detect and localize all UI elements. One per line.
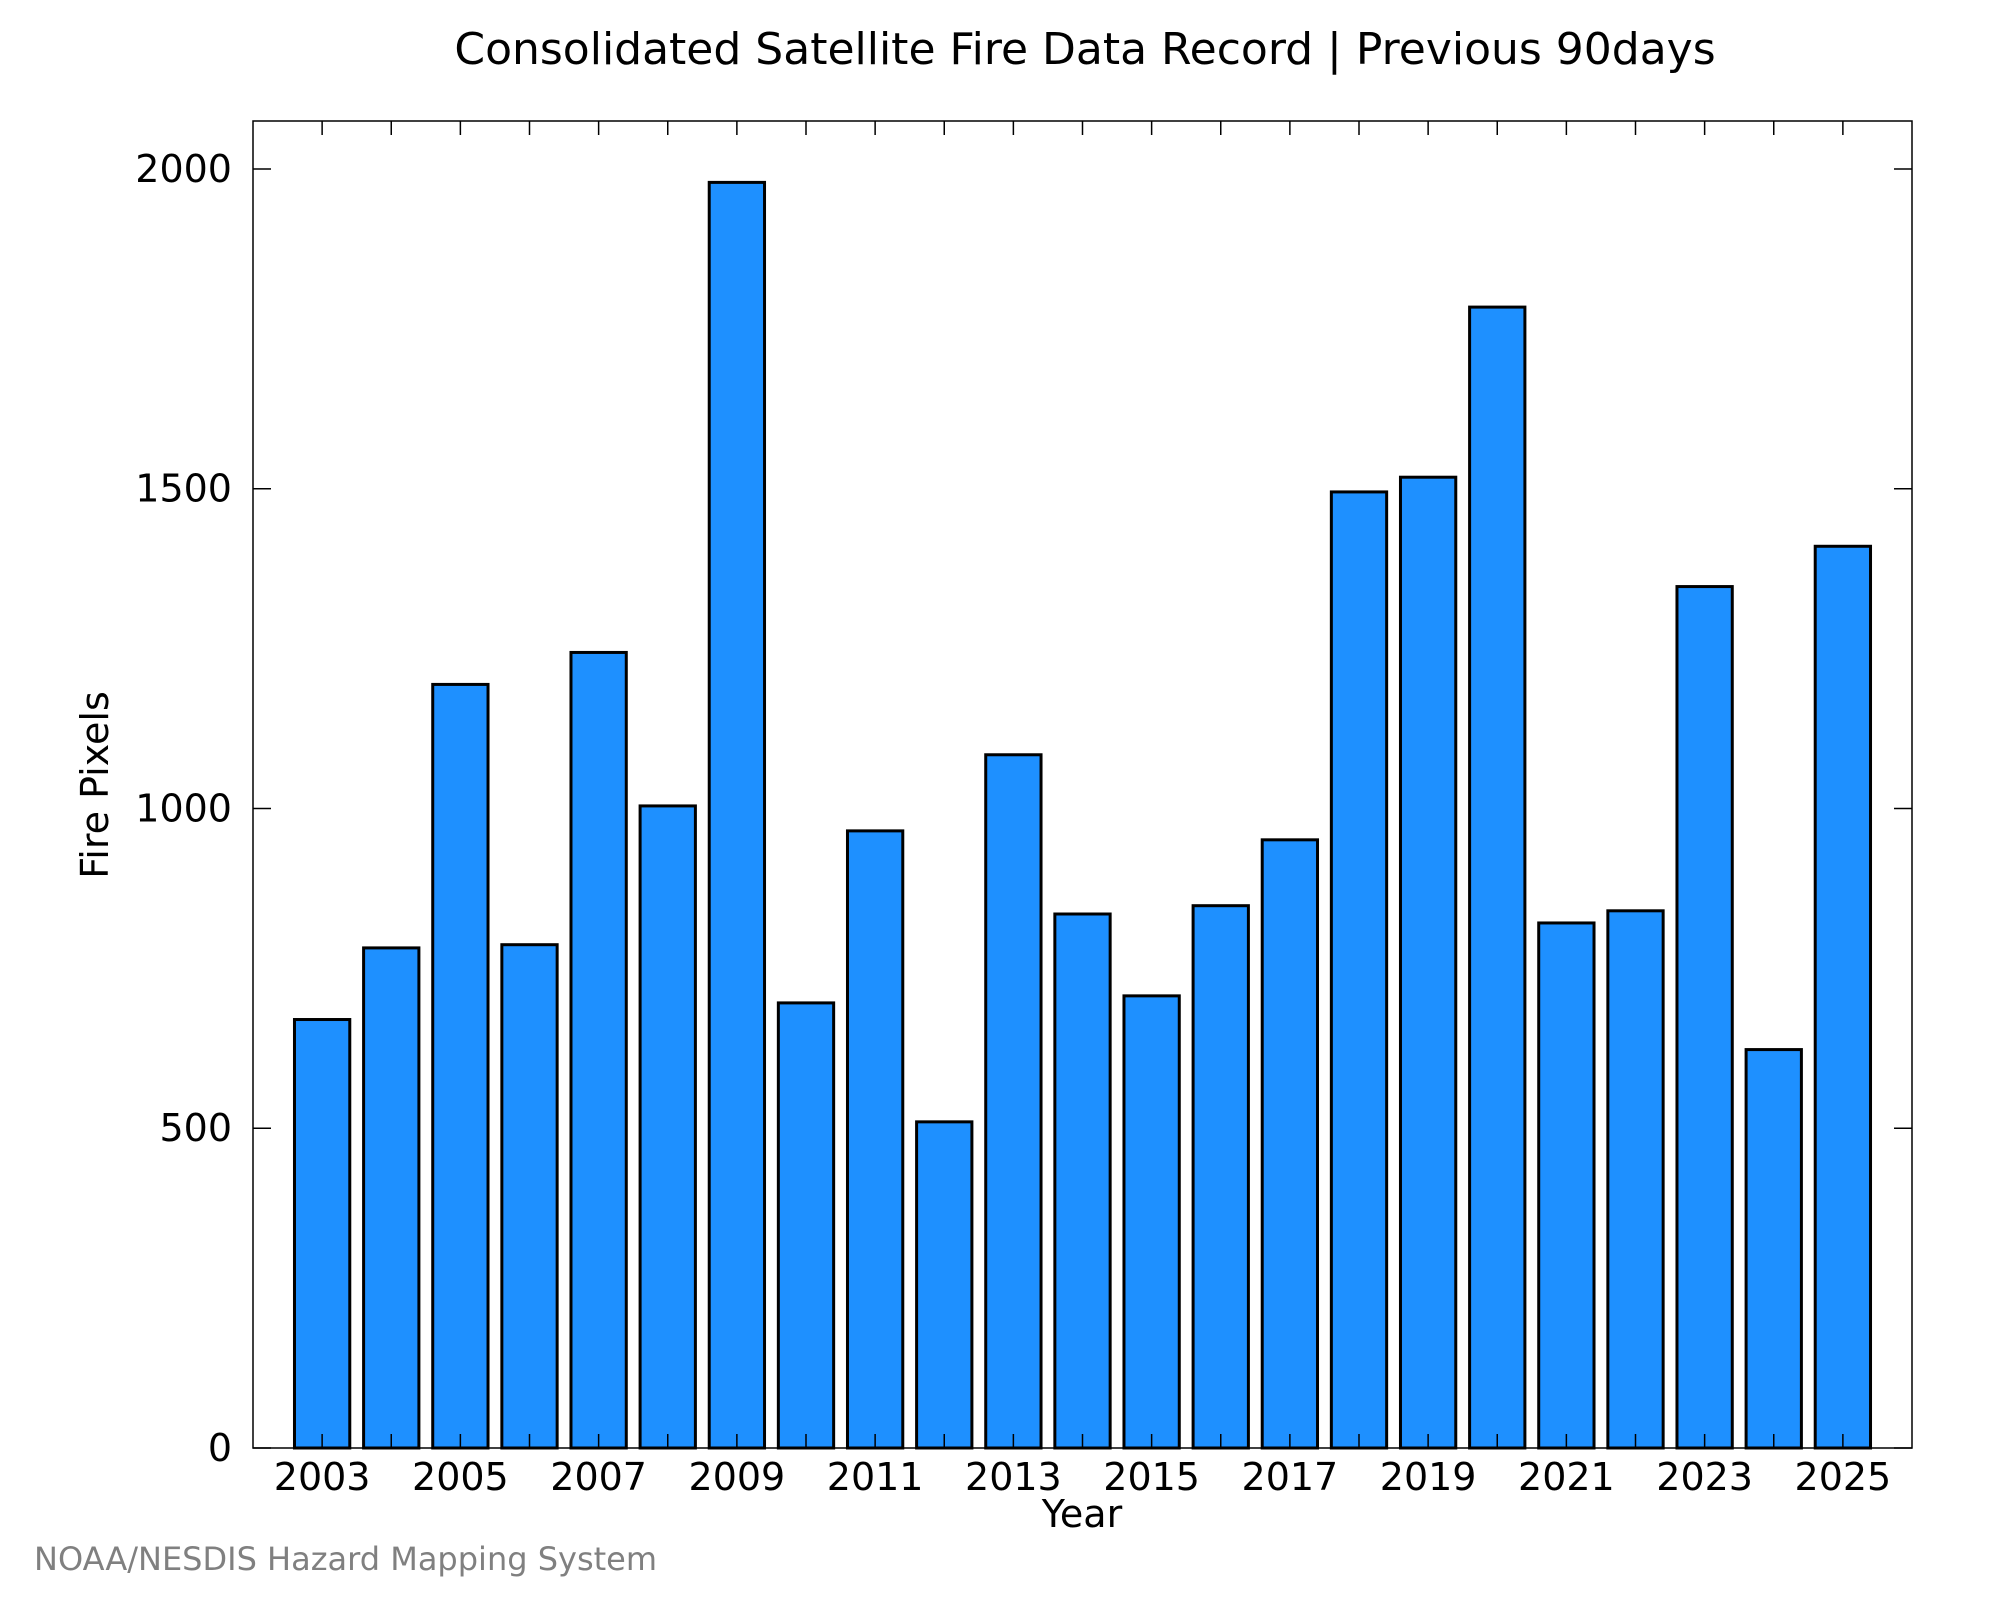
x-tick-label-2009: 2009 bbox=[689, 1455, 786, 1499]
x-tick-label-2021: 2021 bbox=[1518, 1455, 1615, 1499]
bar-2015 bbox=[1122, 994, 1181, 1450]
x-tick-label-2007: 2007 bbox=[550, 1455, 647, 1499]
x-tick-label-2019: 2019 bbox=[1380, 1455, 1477, 1499]
y-tick-label-2000: 2000 bbox=[135, 147, 232, 191]
bar-2014 bbox=[1053, 912, 1112, 1450]
bar-2011 bbox=[845, 829, 905, 1450]
x-tick-label-2005: 2005 bbox=[412, 1455, 509, 1499]
x-tick-label-2017: 2017 bbox=[1242, 1455, 1339, 1499]
bar-2009 bbox=[707, 180, 767, 1450]
x-tick-label-2013: 2013 bbox=[965, 1455, 1062, 1499]
x-tick-label-2011: 2011 bbox=[827, 1455, 924, 1499]
bar-2023 bbox=[1675, 585, 1734, 1450]
bar-2005 bbox=[431, 682, 490, 1450]
y-tick-label-1000: 1000 bbox=[135, 786, 232, 830]
y-tick-label-500: 500 bbox=[159, 1106, 232, 1150]
bar-2017 bbox=[1260, 838, 1320, 1450]
bar-2019 bbox=[1398, 475, 1458, 1450]
bar-2013 bbox=[984, 753, 1043, 1450]
y-axis-ticks: 0 500 1000 1500 2000 bbox=[135, 147, 1912, 1470]
x-axis-ticks: 2003 2005 2007 2009 2011 2013 2015 2017 2019 2021… bbox=[274, 121, 1891, 1499]
bar-2022 bbox=[1606, 909, 1665, 1450]
bar-2010 bbox=[776, 1001, 836, 1450]
bar-2018 bbox=[1329, 490, 1389, 1450]
bar-2016 bbox=[1191, 904, 1250, 1450]
bar-2025 bbox=[1813, 544, 1873, 1450]
chart-title: Consolidated Satellite Fire Data Record … bbox=[454, 24, 1715, 75]
x-tick-label-2015: 2015 bbox=[1103, 1455, 1200, 1499]
bar-2020 bbox=[1468, 305, 1527, 1450]
x-tick-label-2023: 2023 bbox=[1656, 1455, 1753, 1499]
x-axis-label: Year bbox=[1041, 1492, 1123, 1536]
x-tick-label-2025: 2025 bbox=[1795, 1455, 1892, 1499]
bar-2006 bbox=[500, 943, 559, 1450]
bar-2007 bbox=[569, 650, 628, 1450]
y-tick-label-1500: 1500 bbox=[135, 467, 232, 511]
bar-2008 bbox=[638, 804, 697, 1450]
y-tick-label-0: 0 bbox=[208, 1426, 232, 1470]
bar-2004 bbox=[362, 946, 421, 1450]
bar-2024 bbox=[1744, 1048, 1803, 1450]
bar-series bbox=[292, 180, 1873, 1450]
bar-2012 bbox=[915, 1120, 974, 1450]
source-credit: NOAA/NESDIS Hazard Mapping System bbox=[34, 1540, 657, 1578]
bar-2021 bbox=[1537, 921, 1596, 1450]
x-tick-label-2003: 2003 bbox=[274, 1455, 371, 1499]
bar-2003 bbox=[292, 1018, 352, 1450]
y-axis-label: Fire Pixels bbox=[73, 691, 117, 879]
